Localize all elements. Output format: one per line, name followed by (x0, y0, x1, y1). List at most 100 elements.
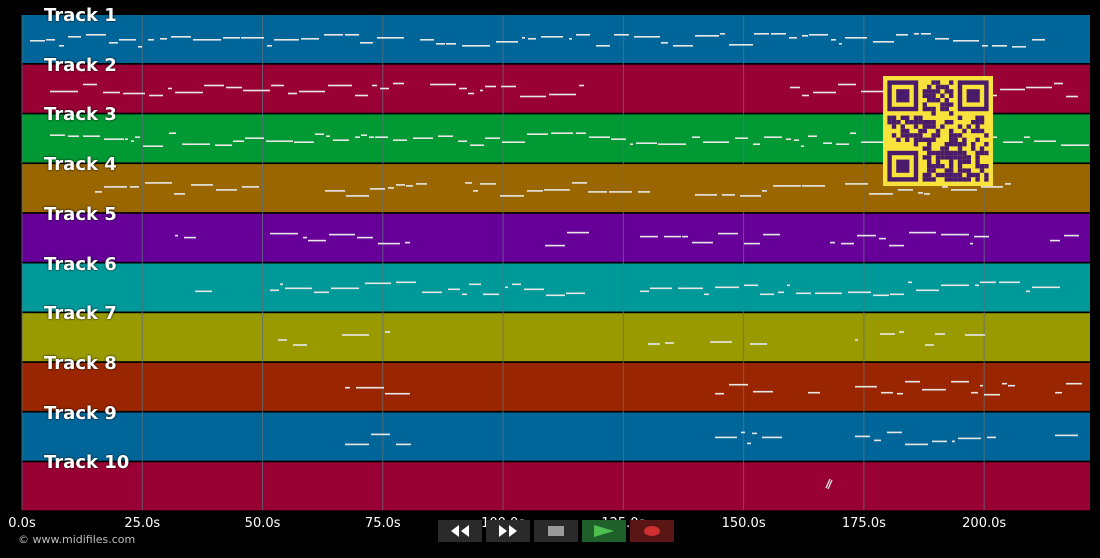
qr-module (896, 120, 901, 125)
qr-module (927, 124, 932, 129)
note-6 (1032, 286, 1060, 289)
note-6 (280, 283, 283, 286)
note-8 (897, 392, 903, 395)
note-2 (813, 91, 836, 94)
note-1 (86, 34, 106, 36)
note-3 (630, 143, 633, 145)
note-4 (918, 192, 923, 194)
note-5 (184, 236, 196, 239)
qr-module (918, 115, 923, 120)
note-5 (329, 233, 355, 236)
qr-module (935, 80, 941, 85)
note-3 (470, 144, 484, 146)
qr-module (944, 84, 949, 90)
note-9 (905, 443, 928, 446)
note-2 (204, 84, 224, 87)
qr-module (927, 164, 932, 169)
stop-button[interactable] (534, 520, 578, 542)
note-2 (579, 84, 584, 87)
note-4 (544, 189, 570, 191)
qr-module (931, 89, 936, 94)
note-6 (1026, 290, 1030, 293)
qr-module (971, 120, 976, 125)
track-label-8: Track 8 (44, 352, 117, 374)
note-5 (545, 244, 565, 247)
note-1 (377, 37, 404, 39)
play-button[interactable] (582, 520, 626, 542)
qr-module (944, 120, 949, 125)
qr-module (984, 150, 989, 156)
note-1 (171, 36, 191, 38)
note-1 (68, 36, 81, 38)
note-1 (30, 40, 45, 42)
note-6 (908, 281, 912, 284)
note-6 (365, 282, 391, 285)
qr-module (962, 168, 967, 173)
note-3 (215, 144, 232, 146)
note-4 (104, 186, 127, 188)
note-8 (1055, 391, 1062, 394)
note-7 (750, 343, 767, 345)
qr-module (944, 146, 949, 151)
note-1 (541, 36, 563, 38)
note-1 (345, 34, 359, 36)
note-7 (385, 331, 390, 333)
copyright-notice: © www.midifiles.com (18, 533, 136, 546)
qr-module (918, 120, 923, 125)
note-7 (293, 344, 307, 346)
note-6 (314, 291, 329, 294)
qr-module (975, 150, 980, 156)
qr-module (979, 115, 985, 120)
qr-module (944, 102, 949, 107)
note-9 (932, 440, 947, 443)
note-4 (325, 190, 345, 192)
qr-module (931, 111, 936, 116)
note-2 (50, 90, 78, 93)
record-button[interactable] (630, 520, 674, 542)
note-7 (342, 334, 369, 336)
qr-module (922, 102, 927, 107)
note-3 (1061, 144, 1089, 146)
qr-module (922, 177, 927, 182)
rewind-button[interactable] (438, 520, 482, 542)
fast-forward-button[interactable] (486, 520, 530, 542)
note-9 (874, 439, 881, 442)
note-1 (614, 34, 629, 36)
qr-module (900, 115, 905, 120)
qr-module (984, 172, 989, 178)
qr-module (940, 106, 945, 112)
note-1 (119, 39, 136, 41)
qr-module (975, 177, 980, 182)
note-3 (375, 136, 388, 138)
qr-module (953, 155, 958, 160)
note-1 (274, 39, 299, 41)
note-9 (952, 440, 955, 443)
qr-module (913, 124, 919, 129)
qr-module (935, 89, 941, 94)
note-4 (695, 194, 717, 196)
note-6 (331, 287, 359, 290)
transport-controls (438, 520, 674, 542)
qr-module (975, 137, 980, 142)
time-tick-label: 0.0s (8, 516, 36, 531)
track-lane-7 (22, 313, 1090, 362)
qr-module (887, 120, 892, 125)
note-4 (242, 186, 259, 188)
note-10 (827, 479, 833, 490)
note-4 (638, 191, 650, 193)
note-4 (465, 182, 472, 184)
note-2 (168, 87, 172, 90)
note-1 (436, 43, 445, 45)
note-1 (1032, 39, 1045, 41)
note-6 (715, 286, 739, 289)
note-6 (916, 289, 939, 292)
note-3 (182, 143, 210, 145)
qr-module (971, 142, 976, 147)
qr-module (931, 80, 936, 85)
note-8 (808, 391, 820, 394)
qr-module (944, 89, 949, 94)
note-1 (673, 45, 693, 47)
note-1 (935, 38, 949, 40)
note-4 (762, 190, 767, 192)
qr-module (931, 168, 936, 173)
